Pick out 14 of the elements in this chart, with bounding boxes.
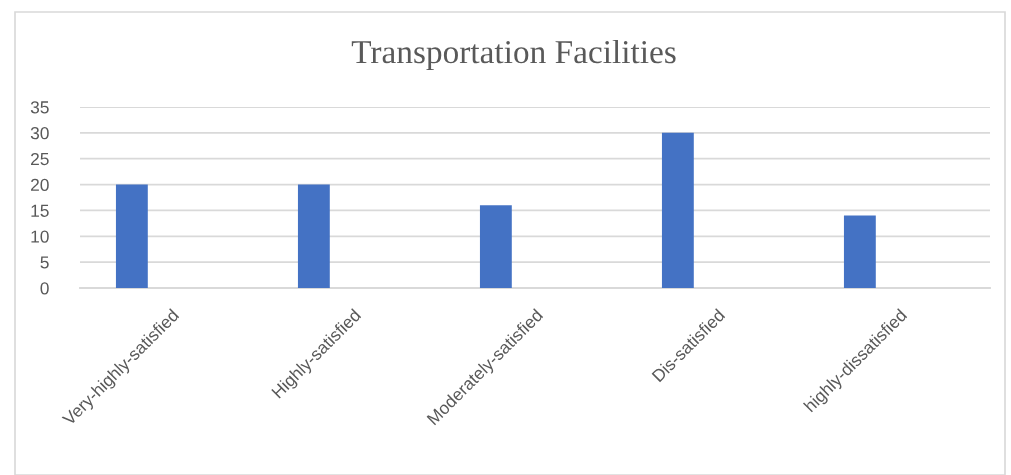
y-tick-label: 35	[30, 101, 49, 114]
bar	[661, 132, 694, 288]
bar	[297, 184, 330, 288]
y-tick-label: 5	[40, 256, 49, 269]
y-tick-label: 20	[31, 178, 49, 192]
y-tick-label: 0	[40, 282, 49, 295]
y-tick-label: 25	[31, 152, 49, 166]
bar	[479, 205, 512, 288]
chart-title: Transportation Facilities	[351, 39, 676, 71]
y-tick-label: 30	[30, 127, 49, 140]
y-tick-label: 15	[31, 204, 49, 217]
y-tick-label: 10	[31, 230, 49, 243]
bar	[115, 184, 148, 288]
bar	[843, 215, 876, 288]
